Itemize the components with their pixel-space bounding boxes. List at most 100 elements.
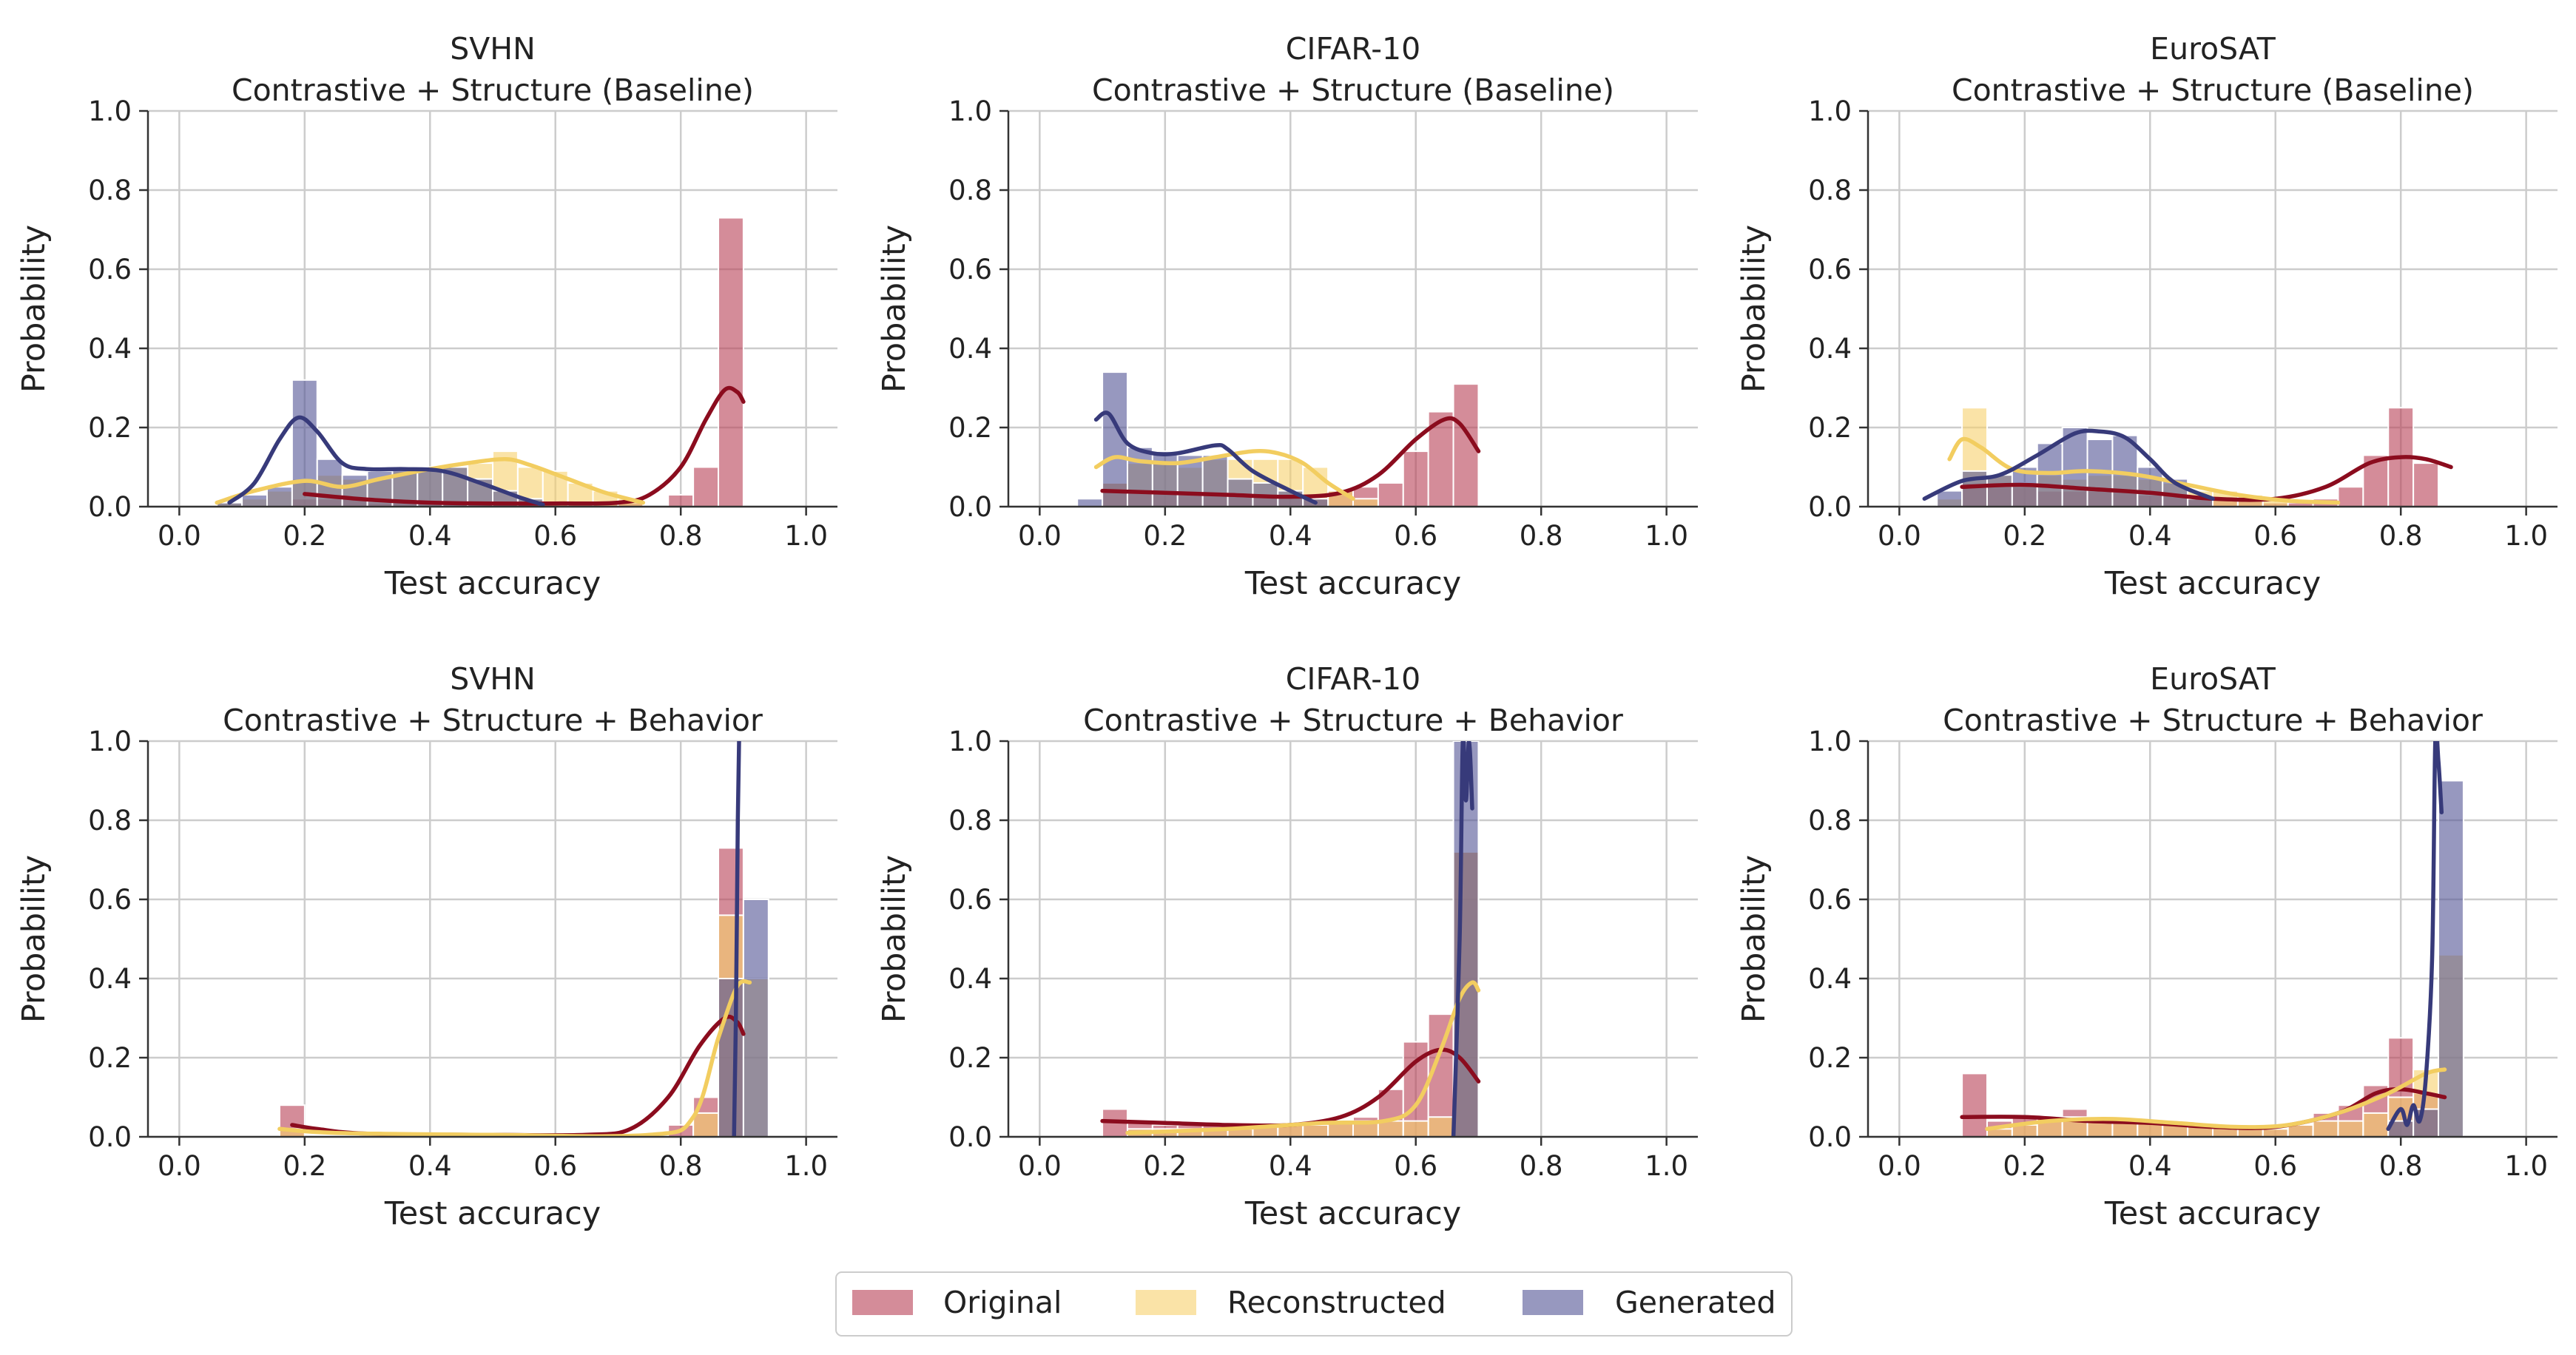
panel-subtitle: Contrastive + Structure + Behavior	[223, 703, 763, 738]
y-tick-label: 0.0	[1808, 1121, 1852, 1153]
kde-curves	[1922, 428, 2453, 505]
kde-curve-original	[1960, 455, 2453, 502]
bar-generated	[1986, 474, 2013, 507]
legend-entry-generated: Generated	[1523, 1285, 1776, 1320]
kde-curve-generated	[1093, 410, 1318, 505]
x-axis-label: Test accuracy	[384, 565, 601, 602]
x-tick-label: 0.4	[408, 1150, 452, 1182]
y-tick-label: 1.0	[88, 95, 132, 127]
bar-generated	[1076, 498, 1104, 507]
bar-reconstructed	[1402, 1120, 1429, 1137]
bar-reconstructed	[1352, 498, 1379, 507]
x-tick-label: 0.0	[1018, 1150, 1062, 1182]
legend-label-reconstructed: Reconstructed	[1227, 1285, 1446, 1320]
kde-curve-generated	[1451, 741, 1474, 1137]
kde-curve-reconstructed	[1125, 980, 1481, 1135]
y-tick-label: 1.0	[948, 726, 992, 757]
y-tick-label: 1.0	[1808, 726, 1852, 757]
x-tick-label: 0.0	[1878, 520, 1921, 552]
bar-original	[718, 217, 744, 507]
x-tick-label: 0.8	[659, 520, 703, 552]
grid	[1008, 740, 1698, 1138]
y-tick-label: 0.8	[88, 175, 132, 206]
y-tick-label: 0.0	[88, 1121, 132, 1153]
kde-curves	[215, 385, 746, 507]
kde-curve-generated	[227, 415, 545, 507]
y-tick-label: 0.0	[88, 491, 132, 523]
x-tick-label: 0.6	[2253, 520, 2297, 552]
kde-curve-reconstructed	[215, 457, 646, 505]
bar-original	[692, 466, 720, 507]
y-tick-label: 0.2	[1808, 412, 1852, 444]
legend-swatch-generated	[1523, 1290, 1583, 1315]
y-tick-label: 0.8	[948, 805, 992, 837]
legend-swatch-original	[852, 1290, 913, 1315]
x-tick-label: 1.0	[1645, 1150, 1688, 1182]
x-tick-label: 1.0	[1645, 520, 1688, 552]
x-tick-label: 0.2	[1143, 1150, 1187, 1182]
y-tick-label: 0.0	[1808, 491, 1852, 523]
x-tick-label: 0.6	[533, 520, 577, 552]
legend-label-original: Original	[943, 1285, 1062, 1320]
x-tick-label: 0.8	[1520, 520, 1563, 552]
y-axis-label: Probability	[16, 855, 53, 1023]
legend-entry-original: Original	[852, 1285, 1062, 1320]
legend-swatch-reconstructed	[1136, 1290, 1196, 1315]
bars	[1961, 780, 2464, 1137]
panel-2-svhn: 0.0 0.2 0.4 0.6 0.8 1.0 0.0 0.2 0.4 0.6 0.8 1.0 Test…	[16, 661, 837, 1232]
x-axis-label: Test accuracy	[1244, 565, 1461, 602]
panel-1-svhn: 0.0 0.2 0.4 0.6 0.8 1.0 0.0 0.2 0.4 0.6 0.8 1.0 Test…	[16, 31, 837, 602]
y-tick-label: 0.6	[948, 254, 992, 285]
x-tick-label: 0.0	[1018, 520, 1062, 552]
legend: Original Reconstructed Generated	[835, 1271, 1793, 1337]
bars	[278, 847, 769, 1137]
y-tick-label: 0.2	[948, 412, 992, 444]
x-axis-label: Test accuracy	[2104, 1195, 2321, 1232]
panel-subtitle: Contrastive + Structure + Behavior	[1943, 703, 2483, 738]
y-tick-label: 1.0	[88, 726, 132, 757]
x-tick-label: 0.2	[283, 1150, 326, 1182]
x-tick-label: 1.0	[2504, 520, 2548, 552]
bar-generated	[417, 466, 444, 507]
kde-curve-generated	[1922, 428, 2215, 501]
y-tick-label: 0.8	[1808, 805, 1852, 837]
y-tick-label: 0.6	[1808, 254, 1852, 285]
x-tick-label: 0.4	[2128, 520, 2172, 552]
panels: 0.0 0.2 0.4 0.6 0.8 1.0 0.0 0.2 0.4 0.6 0.8 1.0 Test…	[16, 31, 2558, 1232]
kde-curve-reconstructed	[277, 979, 752, 1137]
y-tick-label: 0.2	[948, 1042, 992, 1074]
kde-curve-original	[290, 1014, 746, 1137]
kde-curve-original	[1100, 416, 1481, 499]
y-tick-label: 0.6	[88, 884, 132, 916]
bar-reconstructed	[2337, 1120, 2364, 1137]
bar-generated	[1936, 490, 1963, 507]
y-tick-label: 0.8	[1808, 175, 1852, 206]
y-tick-label: 0.4	[88, 333, 132, 365]
y-tick-label: 0.2	[88, 1042, 132, 1074]
x-tick-label: 0.2	[1143, 520, 1187, 552]
kde-curve-original	[303, 385, 746, 506]
x-tick-label: 0.4	[2128, 1150, 2172, 1182]
x-tick-label: 0.2	[283, 520, 326, 552]
y-tick-label: 1.0	[948, 95, 992, 127]
legend-entry-reconstructed: Reconstructed	[1136, 1285, 1446, 1320]
y-tick-label: 1.0	[1808, 95, 1852, 127]
x-tick-label: 1.0	[784, 1150, 828, 1182]
panel-1-eurosat: 0.0 0.2 0.4 0.6 0.8 1.0 0.0 0.2 0.4 0.6 0.8 1.0 Test…	[1736, 31, 2558, 602]
y-axis-label: Probability	[876, 225, 913, 393]
panel-2-cifar-10: 0.0 0.2 0.4 0.6 0.8 1.0 0.0 0.2 0.4 0.6 0.8 1.0 Test…	[876, 661, 1698, 1232]
bar-generated	[341, 474, 368, 507]
bar-original	[2337, 486, 2364, 507]
bar-reconstructed	[2362, 1112, 2390, 1137]
x-tick-label: 1.0	[2504, 1150, 2548, 1182]
x-axis-label: Test accuracy	[2104, 565, 2321, 602]
bars	[1936, 407, 2440, 507]
kde-curves	[277, 741, 752, 1137]
x-tick-label: 0.6	[533, 1150, 577, 1182]
kde-curve-generated	[732, 741, 741, 1137]
bar-reconstructed	[1427, 1116, 1454, 1137]
y-tick-label: 0.6	[948, 884, 992, 916]
bar-original	[2413, 462, 2440, 507]
y-tick-label: 0.0	[948, 1121, 992, 1153]
bar-generated	[742, 899, 769, 1137]
